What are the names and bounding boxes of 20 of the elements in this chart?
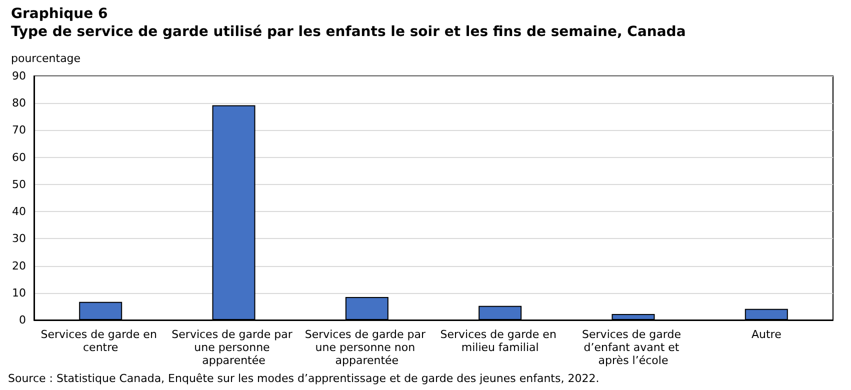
- y-tick-label: 10: [12, 286, 26, 300]
- y-tick-label: 0: [19, 314, 26, 326]
- y-tick-label: 30: [12, 232, 26, 246]
- x-tick-label: Services de garde d’enfant avant et après l’école: [582, 328, 684, 367]
- x-tick-label: Services de garde en milieu familial: [440, 328, 560, 354]
- y-tick-label: 80: [12, 96, 26, 110]
- y-tick-label: 70: [12, 124, 26, 137]
- y-axis-title: pourcentage: [11, 52, 81, 65]
- x-tick-label: Autre: [751, 328, 782, 341]
- chart-subtitle: Type de service de garde utilisé par les enfants le soir et les fins de semaine, Canada: [11, 24, 686, 40]
- y-tick-label: 50: [12, 178, 26, 191]
- y-tick-label: 40: [12, 205, 26, 218]
- source-note: Source : Statistique Canada, Enquête sur les modes d’apprentissage et de garde des jeunes enfants, 2022.: [8, 372, 600, 385]
- y-tick-label: 60: [12, 150, 26, 164]
- y-tick-label: 20: [12, 259, 26, 272]
- x-tick-label: Services de garde en centre: [40, 328, 160, 354]
- x-tick-label: Services de garde par une personne apparentée: [172, 328, 296, 367]
- y-tick-label: 90: [12, 70, 26, 82]
- x-tick-label: Services de garde par une personne non apparentée: [304, 328, 430, 367]
- chart-title: Graphique 6: [11, 6, 108, 22]
